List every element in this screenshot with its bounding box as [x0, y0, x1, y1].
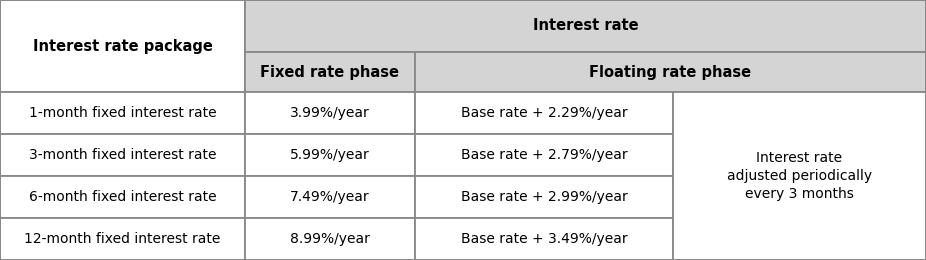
Bar — [245, 176, 415, 218]
Bar — [245, 218, 415, 260]
Bar — [415, 218, 673, 260]
Text: Floating rate phase: Floating rate phase — [590, 64, 752, 80]
Text: 7.49%/year: 7.49%/year — [290, 190, 369, 204]
Bar — [415, 134, 673, 176]
Text: Base rate + 2.79%/year: Base rate + 2.79%/year — [461, 148, 627, 162]
Bar — [415, 92, 673, 134]
Bar — [0, 92, 245, 134]
Bar — [0, 0, 245, 92]
Bar — [0, 218, 245, 260]
Text: Fixed rate phase: Fixed rate phase — [260, 64, 399, 80]
Text: 6-month fixed interest rate: 6-month fixed interest rate — [29, 190, 217, 204]
Text: Base rate + 3.49%/year: Base rate + 3.49%/year — [461, 232, 627, 246]
Text: Interest rate
adjusted periodically
every 3 months: Interest rate adjusted periodically ever… — [727, 151, 872, 202]
Bar — [245, 134, 415, 176]
Text: Interest rate package: Interest rate package — [32, 38, 212, 54]
Text: 8.99%/year: 8.99%/year — [290, 232, 370, 246]
Text: Base rate + 2.99%/year: Base rate + 2.99%/year — [460, 190, 628, 204]
Text: 3.99%/year: 3.99%/year — [290, 106, 369, 120]
Bar — [415, 176, 673, 218]
Text: 3-month fixed interest rate: 3-month fixed interest rate — [29, 148, 217, 162]
Bar — [415, 52, 926, 92]
Bar — [245, 92, 415, 134]
Bar — [0, 176, 245, 218]
Bar — [245, 0, 926, 52]
Bar — [0, 134, 245, 176]
Text: Base rate + 2.29%/year: Base rate + 2.29%/year — [461, 106, 627, 120]
Bar — [673, 92, 926, 260]
Text: 12-month fixed interest rate: 12-month fixed interest rate — [24, 232, 220, 246]
Bar — [245, 52, 415, 92]
Text: Interest rate: Interest rate — [532, 18, 638, 34]
Text: 5.99%/year: 5.99%/year — [290, 148, 369, 162]
Text: 1-month fixed interest rate: 1-month fixed interest rate — [29, 106, 217, 120]
